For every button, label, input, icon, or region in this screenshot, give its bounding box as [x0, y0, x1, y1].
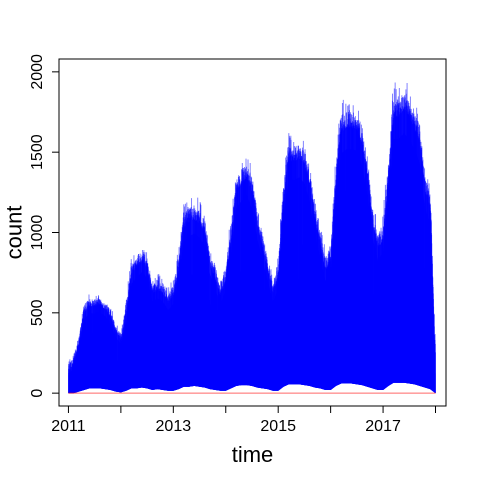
plot-area: [67, 82, 436, 394]
x-tick-label: 2017: [365, 418, 401, 435]
data-series: [67, 82, 436, 394]
y-tick-label: 500: [29, 299, 46, 326]
y-axis-title: count: [2, 206, 27, 260]
y-axis: 0 500 1000 1500 2000: [29, 54, 60, 398]
x-tick-label: 2015: [260, 418, 296, 435]
x-tick-label: 2013: [156, 418, 192, 435]
y-tick-label: 0: [29, 389, 46, 398]
x-tick-label: 2011: [51, 418, 86, 435]
y-tick-label: 1500: [29, 134, 46, 170]
x-axis: 2011 2013 2015 2017: [51, 405, 437, 435]
x-axis-title: time: [232, 442, 274, 467]
data-area-fill: [68, 133, 436, 394]
y-tick-label: 2000: [29, 54, 46, 90]
y-tick-label: 1000: [29, 215, 46, 251]
